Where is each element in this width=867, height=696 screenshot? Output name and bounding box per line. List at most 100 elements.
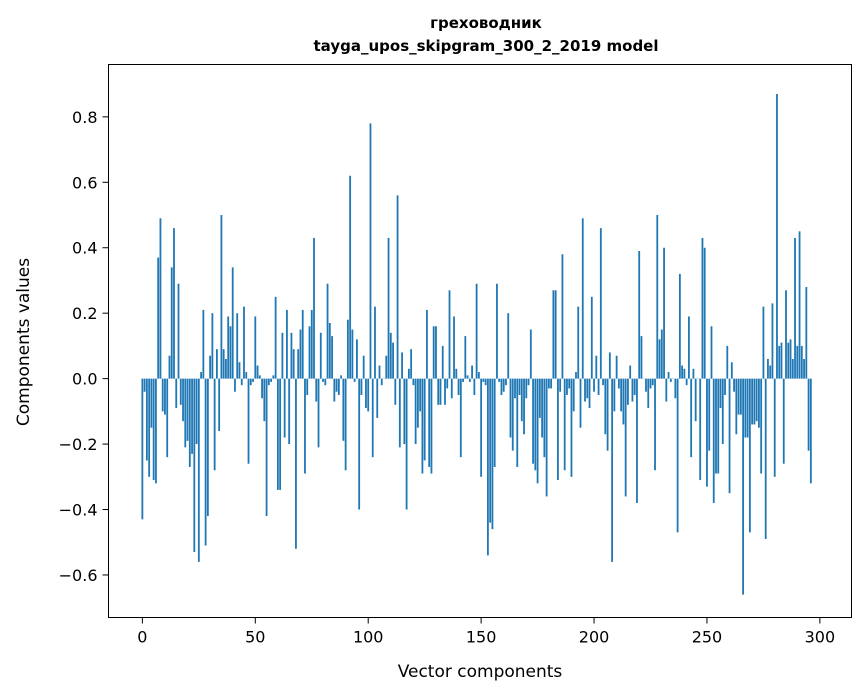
bar-115	[401, 352, 403, 379]
bar-28	[204, 378, 207, 546]
bar-99	[365, 378, 367, 409]
x-tick-label: 100	[353, 628, 384, 647]
bar-203	[599, 228, 602, 379]
bar-141	[459, 378, 462, 458]
bar-255	[717, 378, 720, 474]
bar-49	[252, 378, 254, 382]
bar-287	[789, 339, 792, 379]
bar-206	[606, 378, 609, 451]
bar-65	[288, 378, 291, 445]
bar-21	[188, 378, 191, 467]
bar-45	[243, 306, 245, 379]
bar-24	[195, 378, 198, 445]
x-tick-label: 200	[579, 628, 610, 647]
bar-41	[234, 378, 236, 392]
bar-114	[398, 378, 401, 448]
bar-265	[739, 378, 742, 415]
bar-133	[441, 345, 444, 379]
bar-61	[279, 378, 282, 490]
bar-17	[179, 378, 182, 405]
plot-frame	[108, 64, 852, 618]
bar-146	[471, 365, 473, 379]
bar-40	[231, 267, 234, 379]
bar-185	[559, 378, 562, 392]
bar-122	[416, 378, 419, 428]
bar-195	[581, 218, 584, 379]
bar-207	[608, 352, 611, 379]
bar-275	[762, 306, 765, 379]
bar-58	[272, 375, 275, 379]
bar-232	[665, 378, 668, 402]
bar-245	[694, 378, 697, 422]
bar-9	[161, 378, 164, 412]
bar-175	[536, 378, 539, 484]
bar-249	[703, 247, 706, 379]
bar-219	[636, 378, 638, 503]
bar-94	[353, 378, 356, 382]
bar-229	[658, 339, 661, 379]
bar-197	[586, 378, 589, 399]
bar-188	[566, 378, 568, 395]
bar-8	[159, 218, 162, 379]
bar-238	[678, 273, 681, 379]
bar-147	[473, 378, 476, 395]
x-tick-label: 250	[692, 628, 723, 647]
bar-93	[351, 329, 354, 379]
bar-163	[509, 378, 512, 438]
bar-184	[557, 378, 559, 481]
bar-36	[222, 349, 225, 379]
bar-172	[529, 329, 532, 379]
bar-196	[584, 378, 586, 402]
bar-74	[308, 326, 311, 379]
bar-5	[152, 378, 155, 481]
bar-220	[638, 251, 641, 379]
bar-242	[687, 316, 690, 379]
bar-213	[622, 378, 625, 425]
bar-289	[794, 237, 796, 379]
bar-290	[796, 345, 799, 379]
bar-174	[534, 378, 537, 471]
bar-160	[502, 378, 505, 392]
bar-90	[344, 378, 347, 471]
bar-96	[358, 378, 361, 510]
bar-176	[538, 378, 541, 418]
bar-194	[579, 378, 582, 428]
bar-226	[651, 378, 654, 386]
bar-12	[168, 355, 171, 379]
bar-295	[807, 378, 810, 451]
bar-280	[773, 378, 776, 477]
bar-10	[164, 378, 166, 415]
bar-165	[514, 378, 516, 399]
bar-218	[633, 378, 636, 395]
bar-153	[487, 378, 489, 556]
bar-178	[543, 378, 546, 458]
bar-221	[640, 336, 643, 379]
bar-269	[748, 378, 751, 533]
y-tick-label: 0.6	[72, 173, 97, 192]
bar-154	[489, 378, 492, 523]
bar-4	[150, 378, 153, 428]
bar-284	[782, 378, 785, 464]
bar-102	[371, 378, 374, 458]
bar-104	[376, 378, 379, 418]
bar-191	[572, 378, 575, 412]
bar-257	[721, 378, 724, 445]
y-tick-label: 0.4	[72, 239, 97, 258]
bar-89	[342, 378, 345, 441]
bar-181	[550, 378, 553, 389]
y-axis-label: Components values	[14, 258, 34, 426]
x-tick-label: 150	[466, 628, 497, 647]
bar-239	[681, 365, 684, 379]
bar-251	[708, 378, 711, 451]
bar-170	[525, 378, 528, 399]
bar-35	[220, 215, 223, 379]
bar-231	[663, 247, 665, 379]
bar-140	[457, 378, 460, 395]
bar-27	[202, 309, 205, 379]
bar-0	[141, 378, 144, 520]
bar-97	[360, 378, 363, 395]
bar-127	[428, 378, 431, 467]
y-tick-label: 0.2	[72, 304, 97, 323]
bar-124	[421, 378, 424, 474]
bar-187	[563, 378, 566, 471]
